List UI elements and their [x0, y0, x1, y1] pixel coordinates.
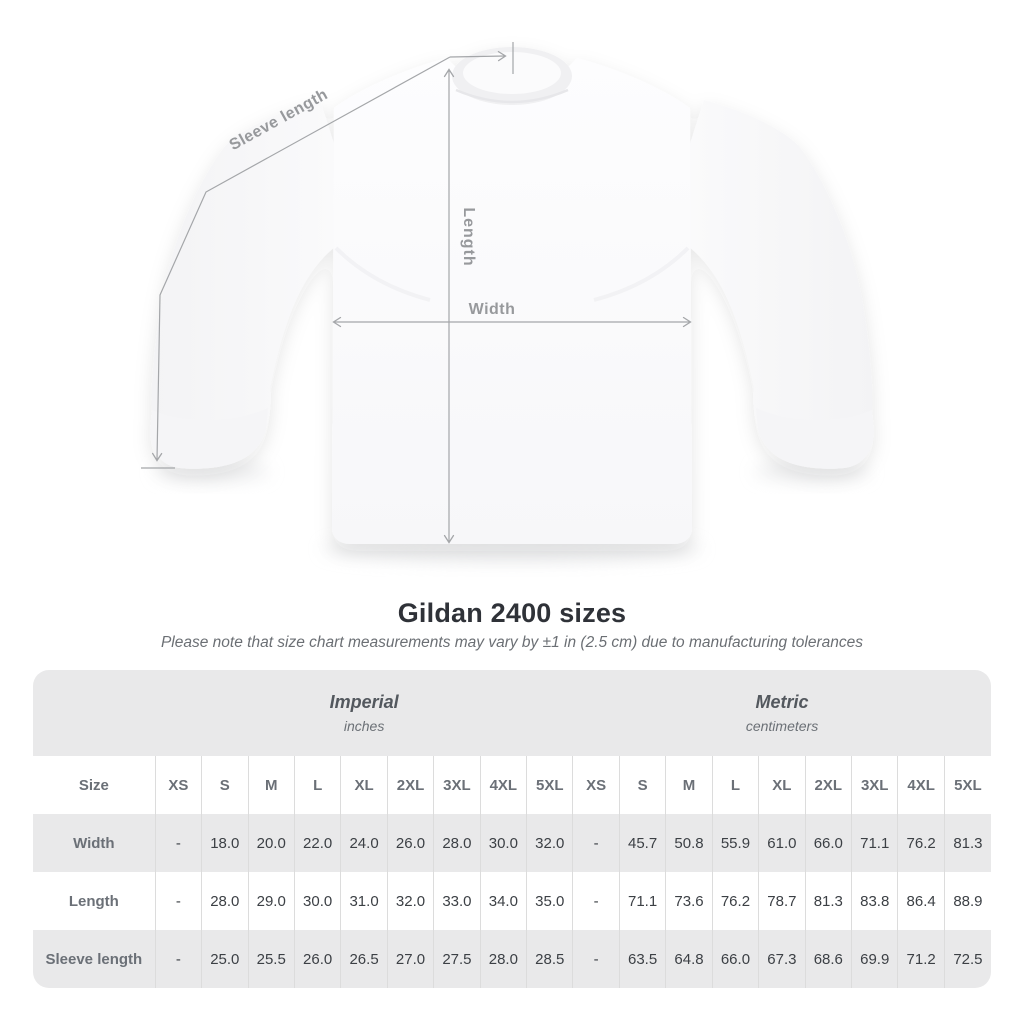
cell-imperial: 18.0	[201, 814, 249, 872]
cell-imperial: 31.0	[340, 872, 388, 930]
column-header-xs: XS	[154, 756, 202, 814]
cell-imperial: 28.5	[526, 930, 573, 988]
cell-metric: 71.1	[618, 872, 666, 930]
cell-metric: 50.8	[665, 814, 713, 872]
cell-imperial: 30.0	[293, 872, 341, 930]
width-label: Width	[469, 301, 516, 318]
unit-group-metric: Metric centimeters	[573, 692, 991, 734]
cell-imperial: 25.0	[201, 930, 249, 988]
cell-imperial: 25.5	[247, 930, 295, 988]
cell-imperial: 26.0	[386, 814, 434, 872]
column-header-2xl: 2XL	[386, 756, 434, 814]
unit-group-name: Imperial	[329, 692, 399, 712]
cell-imperial: 29.0	[247, 872, 295, 930]
cell-metric: 81.3	[804, 872, 852, 930]
cell-metric: 76.2	[897, 814, 945, 872]
cell-imperial: 32.0	[386, 872, 434, 930]
column-header-xs: XS	[572, 756, 620, 814]
cell-metric: -	[572, 814, 620, 872]
cell-metric: 78.7	[758, 872, 806, 930]
cell-metric: 69.9	[850, 930, 898, 988]
unit-group-name: Metric	[755, 692, 809, 712]
cell-imperial: 30.0	[479, 814, 527, 872]
cell-imperial: 22.0	[293, 814, 341, 872]
cell-metric: 66.0	[711, 930, 759, 988]
cell-metric: 81.3	[943, 814, 991, 872]
column-header-4xl: 4XL	[897, 756, 945, 814]
cell-metric: 68.6	[804, 930, 852, 988]
column-header-m: M	[665, 756, 713, 814]
table-row-sleeve-length: Sleeve length -25.0 25.5 26.0 26.5 27.0 27.5 28…	[33, 930, 991, 988]
column-header-xl: XL	[340, 756, 388, 814]
cell-imperial: 26.0	[293, 930, 341, 988]
cell-metric: 88.9	[943, 872, 991, 930]
cell-imperial: 35.0	[526, 872, 573, 930]
cell-imperial: 26.5	[340, 930, 388, 988]
shirt-diagram: Sleeve length Length Width	[141, 42, 874, 563]
size-table-grid: Size XS S M L XL 2XL 3XL 4XL 5XL XS S M L XL 2XL 3XL 4XL 5…	[33, 756, 991, 988]
unit-group-unit: centimeters	[745, 718, 819, 734]
cell-imperial: 34.0	[479, 872, 527, 930]
column-header-xl: XL	[758, 756, 806, 814]
table-row-width: Width -18.0 20.0 22.0 24.0 26.0 28.0 30.0 32.0-4…	[33, 814, 991, 872]
size-table: Imperial inches Metric centimeters Size X…	[33, 670, 991, 988]
cell-metric: 64.8	[665, 930, 713, 988]
cell-imperial: 28.0	[201, 872, 249, 930]
cell-imperial: 27.0	[386, 930, 434, 988]
column-header-l: L	[293, 756, 341, 814]
cell-imperial: -	[154, 930, 202, 988]
cell-metric: 45.7	[618, 814, 666, 872]
shirt-illustration: Sleeve length Length Width	[141, 42, 874, 563]
cell-metric: 71.1	[850, 814, 898, 872]
column-header-5xl: 5XL	[526, 756, 573, 814]
column-header-3xl: 3XL	[850, 756, 898, 814]
units-band: Imperial inches Metric centimeters	[33, 670, 991, 756]
cell-imperial: 24.0	[340, 814, 388, 872]
cell-metric: 71.2	[897, 930, 945, 988]
column-header-2xl: 2XL	[804, 756, 852, 814]
page-title: Gildan 2400 sizes	[397, 598, 627, 628]
row-label: Length	[68, 892, 119, 910]
row-label: Width	[73, 834, 115, 852]
cell-imperial: 20.0	[247, 814, 295, 872]
size-header-row: Size XS S M L XL 2XL 3XL 4XL 5XL XS S M L XL 2XL 3XL 4XL 5…	[33, 756, 991, 814]
column-header-size: Size	[33, 756, 156, 814]
cell-metric: 83.8	[850, 872, 898, 930]
cell-metric: 61.0	[758, 814, 806, 872]
column-header-l: L	[711, 756, 759, 814]
cell-metric: 67.3	[758, 930, 806, 988]
shirt-body-graphic	[150, 47, 874, 544]
column-header-s: S	[201, 756, 249, 814]
cell-metric: -	[572, 872, 620, 930]
length-label: Length	[460, 207, 477, 266]
cell-metric: 55.9	[711, 814, 759, 872]
cell-metric: 66.0	[804, 814, 852, 872]
cell-metric: 76.2	[711, 872, 759, 930]
sleeve-length-arrow	[141, 42, 514, 469]
cell-imperial: 32.0	[526, 814, 573, 872]
cell-metric: 73.6	[665, 872, 713, 930]
unit-group-unit: inches	[343, 718, 385, 734]
cell-metric: -	[572, 930, 620, 988]
page-subtitle: Please note that size chart measurements…	[160, 634, 864, 651]
cell-metric: 86.4	[897, 872, 945, 930]
table-row-length: Length -28.0 29.0 30.0 31.0 32.0 33.0 34.0 35.0-…	[33, 872, 991, 930]
unit-group-imperial: Imperial inches	[155, 692, 573, 734]
cell-metric: 63.5	[618, 930, 666, 988]
cell-imperial: -	[154, 814, 202, 872]
column-header-m: M	[247, 756, 295, 814]
cell-imperial: -	[154, 872, 202, 930]
row-label: Sleeve length	[45, 950, 143, 968]
column-header-3xl: 3XL	[433, 756, 481, 814]
column-header-s: S	[618, 756, 666, 814]
column-header-4xl: 4XL	[479, 756, 527, 814]
cell-imperial: 28.0	[479, 930, 527, 988]
cell-imperial: 28.0	[433, 814, 481, 872]
cell-imperial: 33.0	[433, 872, 481, 930]
cell-imperial: 27.5	[433, 930, 481, 988]
cell-metric: 72.5	[943, 930, 991, 988]
column-header-5xl: 5XL	[943, 756, 991, 814]
